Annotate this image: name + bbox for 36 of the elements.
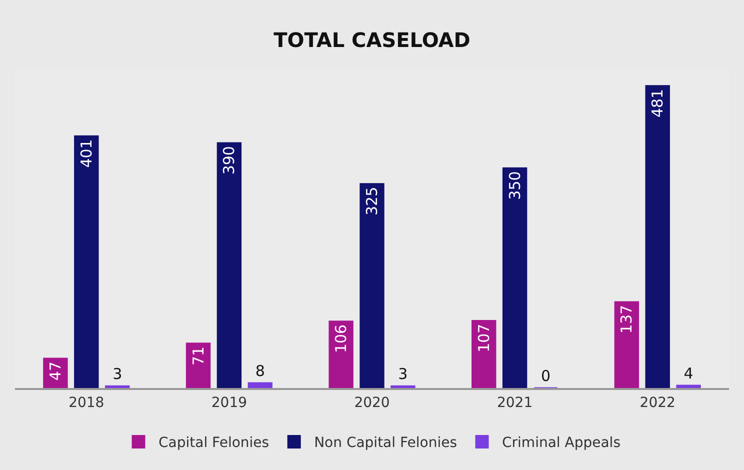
legend-label: Non Capital Felonies [314,435,458,452]
data-label: 481 [648,88,667,118]
bar [645,85,670,388]
data-label: 3 [112,365,122,384]
data-label: 107 [474,324,493,352]
data-label: 106 [332,324,350,354]
bar [472,320,496,388]
x-tick-label: 2020 [354,394,390,411]
data-label: 137 [618,304,636,334]
data-label: 401 [77,139,96,168]
bar [43,358,68,388]
legend-label: Capital Felonies [158,435,270,452]
data-label: 71 [189,346,208,366]
chart-title: TOTAL CASELOAD [274,28,470,52]
bar [614,301,640,388]
bar [248,382,272,388]
bar [360,183,384,388]
data-label: 4 [684,364,694,382]
bar [676,384,701,388]
bar [216,142,242,388]
data-label: 47 [46,361,64,381]
data-label: 390 [220,146,238,175]
x-tick-label: 2018 [68,394,104,411]
data-label: 3 [398,365,408,384]
bar [74,135,99,388]
x-tick-label: 2019 [211,394,248,411]
x-tick-label: 2021 [496,394,533,411]
data-label: 325 [363,186,381,216]
bar [502,167,528,388]
data-label: 350 [506,171,524,200]
data-label: 0 [540,367,551,385]
bar [328,320,354,388]
legend-label: Criminal Appeals [502,435,620,452]
bar [186,342,211,388]
x-tick-label: 2022 [640,394,676,411]
data-label: 8 [255,362,265,380]
